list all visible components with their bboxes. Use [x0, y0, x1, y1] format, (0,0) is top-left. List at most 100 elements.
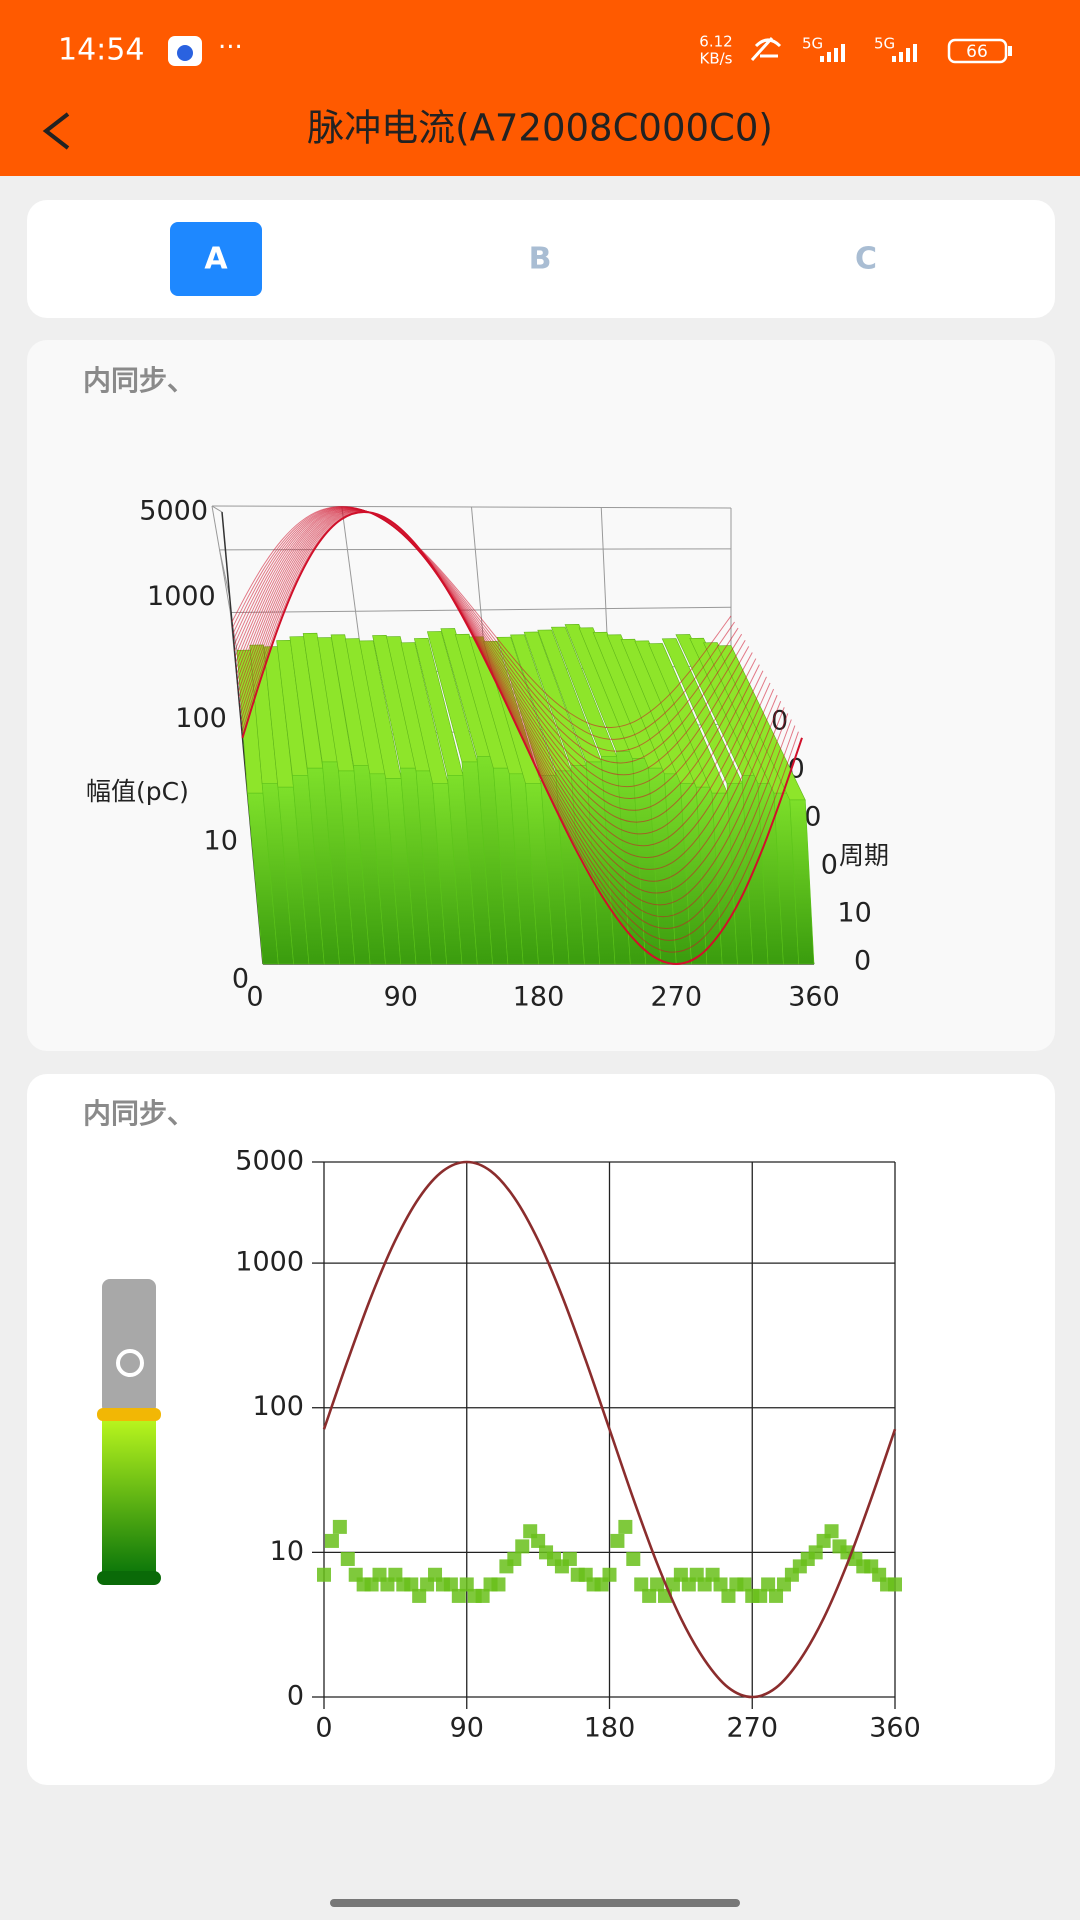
bar	[789, 799, 815, 965]
threshold-slider-track[interactable]	[102, 1279, 156, 1414]
panel	[27, 1074, 1055, 1785]
point	[808, 1545, 823, 1560]
surface-line	[232, 506, 735, 740]
x-tick-label: 360	[869, 1713, 921, 1744]
point	[475, 1588, 490, 1603]
point	[769, 1588, 784, 1603]
surface-line	[236, 508, 764, 835]
x-tick-label: 270	[726, 1713, 778, 1744]
signal-bars	[820, 44, 845, 62]
threshold-slider-thumb[interactable]	[116, 1349, 144, 1377]
surface-line	[234, 507, 750, 788]
point	[317, 1567, 331, 1582]
x-tick-label: 270	[650, 982, 702, 1013]
battery-level: 66	[966, 42, 988, 62]
x-tick-label: 0	[315, 1713, 332, 1744]
surface-line	[238, 509, 782, 894]
surface-line	[235, 508, 760, 823]
y-tick-label: 10	[204, 825, 238, 856]
page-title: 脉冲电流(A72008C000C0)	[307, 107, 773, 150]
point	[753, 1588, 768, 1603]
y-tick-label: 5000	[139, 496, 208, 527]
point	[332, 1519, 347, 1534]
tab[interactable]: C	[855, 242, 877, 277]
color-bar-cap	[97, 1571, 161, 1585]
x-tick-label: 180	[584, 1713, 636, 1744]
point	[562, 1551, 577, 1566]
point	[507, 1551, 522, 1566]
surface-line	[234, 507, 753, 799]
tab-card	[27, 200, 1055, 318]
surface-line	[239, 510, 785, 906]
surface-line	[233, 506, 743, 764]
point	[824, 1524, 839, 1539]
app-bar	[0, 0, 1080, 176]
point	[737, 1577, 752, 1592]
network-speed: 6.12	[699, 33, 732, 51]
point	[531, 1533, 546, 1548]
point	[642, 1588, 657, 1603]
surface-line	[235, 507, 757, 811]
signal-label: 5G	[874, 35, 895, 53]
x-tick-label: 0	[246, 982, 263, 1013]
surface-line	[240, 510, 792, 930]
z-tick-label: 0	[821, 850, 838, 881]
signal-bars	[892, 44, 917, 62]
surface-line	[232, 506, 739, 752]
back-button[interactable]	[42, 112, 70, 150]
surface-line	[239, 510, 789, 918]
y-axis-label: 幅值(pC)	[86, 777, 189, 806]
y-tick-label: 100	[252, 1391, 304, 1422]
tab-active-bg[interactable]	[170, 222, 262, 296]
point	[324, 1533, 339, 1548]
y-tick-label: 0	[287, 1681, 304, 1712]
point	[713, 1577, 728, 1592]
z-tick-label: 0	[804, 802, 821, 833]
tab[interactable]: B	[529, 242, 552, 277]
surface-line	[233, 507, 746, 776]
point	[618, 1519, 633, 1534]
point	[888, 1577, 902, 1592]
chart-2d: 0 10 100 1000 5000 0 90 180 270 360	[235, 1146, 920, 1744]
x-tick-label: 360	[788, 982, 840, 1013]
network-speed-unit: KB/s	[700, 50, 733, 68]
point	[761, 1577, 776, 1592]
point	[443, 1577, 458, 1592]
battery-tip	[1008, 46, 1012, 56]
tab[interactable]: A	[204, 242, 228, 277]
y-tick-label: 100	[175, 703, 227, 734]
point	[451, 1588, 466, 1603]
point	[602, 1567, 617, 1582]
y-tick-label: 1000	[147, 581, 216, 612]
grid-line	[211, 505, 223, 513]
signal-label: 5G	[802, 35, 823, 53]
mute-icon	[750, 36, 782, 62]
point	[626, 1551, 641, 1566]
tabs: A B C	[170, 222, 877, 296]
panel-title: 内同步、	[83, 1097, 195, 1130]
point	[491, 1577, 506, 1592]
z-axis-label: 周期	[839, 841, 889, 870]
threshold-marker	[97, 1408, 161, 1421]
point	[634, 1577, 649, 1592]
x-tick-label: 90	[384, 982, 418, 1013]
x-tick-label: 180	[513, 982, 565, 1013]
point	[404, 1577, 419, 1592]
point	[650, 1577, 665, 1592]
x-tick-label: 90	[450, 1713, 484, 1744]
reference-line	[322, 1160, 897, 1699]
point	[459, 1577, 474, 1592]
surface-line	[231, 505, 732, 729]
point	[412, 1588, 427, 1603]
surface-line	[236, 508, 767, 847]
point	[340, 1551, 355, 1566]
app-icon-glyph	[177, 45, 193, 61]
clock: 14:54	[58, 33, 144, 68]
point	[610, 1533, 625, 1548]
surface-line	[240, 510, 796, 941]
y-tick-label: 1000	[235, 1247, 304, 1278]
panel-title: 内同步、	[83, 364, 195, 397]
color-bar	[102, 1420, 156, 1572]
y-tick-label: 0	[232, 964, 249, 995]
